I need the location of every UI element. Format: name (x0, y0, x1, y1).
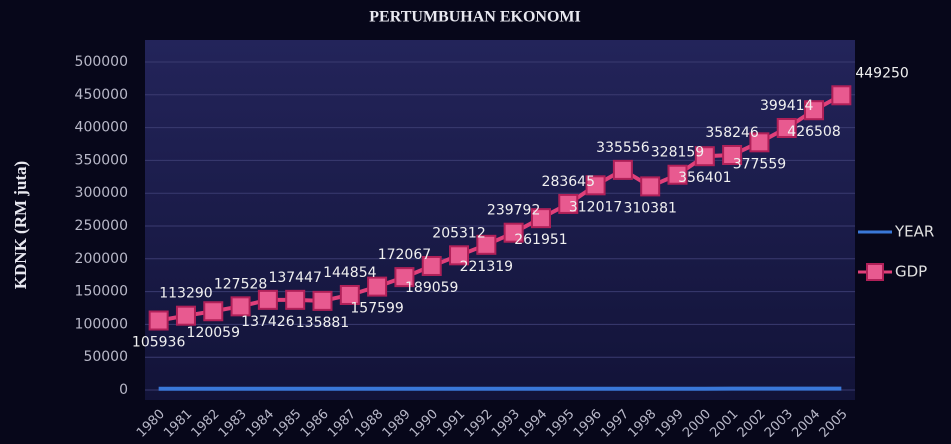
point-marker (394, 267, 415, 288)
y-tick-label: 50000 (83, 349, 128, 365)
point-marker (148, 310, 169, 331)
point-marker (312, 290, 333, 311)
data-label: 449250 (855, 65, 908, 81)
data-label: 137426 (241, 314, 295, 330)
data-label: 335556 (596, 140, 650, 156)
data-label: 358246 (705, 125, 759, 141)
data-label: 328159 (651, 145, 704, 161)
y-tick-label: 150000 (75, 284, 128, 300)
point-marker (694, 146, 715, 167)
point-marker (175, 305, 196, 326)
data-label: 356401 (678, 170, 731, 186)
point-marker (257, 289, 278, 310)
point-marker (367, 276, 388, 297)
point-marker (530, 208, 551, 229)
data-label: 205312 (432, 225, 485, 241)
data-label: 283645 (542, 174, 595, 190)
data-label: 105936 (132, 335, 186, 351)
point-marker (503, 222, 524, 243)
data-label: 135881 (296, 315, 349, 331)
data-label: 239792 (487, 203, 540, 219)
point-marker (776, 117, 797, 138)
point-marker (339, 284, 360, 305)
plot-area (145, 40, 855, 400)
y-tick-label: 100000 (75, 316, 128, 332)
point-marker (230, 296, 251, 317)
y-axis-label: KDNK (RM juta) (11, 161, 30, 289)
data-label: 120059 (187, 325, 240, 341)
point-marker (722, 144, 743, 165)
legend-label: YEAR (894, 223, 934, 241)
chart-title: PERTUMBUHAN EKONOMI (369, 9, 580, 26)
y-tick-label: 500000 (75, 54, 128, 70)
y-tick-label: 450000 (75, 87, 128, 103)
legend-label: GDP (895, 263, 927, 281)
point-marker (203, 301, 224, 322)
data-label: 221319 (460, 259, 513, 275)
data-label: 127528 (214, 276, 267, 292)
y-tick-label: 0 (119, 382, 128, 398)
data-label: 399414 (760, 98, 814, 114)
point-marker (831, 85, 852, 106)
data-label: 377559 (733, 156, 786, 172)
data-label: 426508 (787, 124, 840, 140)
data-label: 310381 (623, 200, 676, 216)
y-tick-label: 350000 (75, 152, 128, 168)
data-label: 261951 (514, 232, 567, 248)
y-tick-label: 200000 (75, 251, 128, 267)
point-marker (640, 176, 661, 197)
data-label: 144854 (323, 265, 377, 281)
legend-marker (866, 263, 884, 281)
point-marker (585, 175, 606, 196)
point-marker (449, 245, 470, 266)
data-label: 157599 (350, 301, 403, 317)
point-marker (421, 255, 442, 276)
point-marker (285, 289, 306, 310)
y-tick-label: 400000 (75, 120, 128, 136)
data-label: 137447 (268, 270, 321, 286)
point-marker (558, 193, 579, 214)
point-marker (476, 234, 497, 255)
data-label: 189059 (405, 280, 458, 296)
point-marker (612, 159, 633, 180)
point-marker (667, 164, 688, 185)
data-label: 312017 (569, 199, 622, 215)
y-tick-label: 250000 (75, 218, 128, 234)
point-marker (804, 100, 825, 121)
point-marker (749, 132, 770, 153)
y-tick-label: 300000 (75, 185, 128, 201)
data-label: 172067 (378, 247, 431, 263)
data-label: 113290 (159, 286, 212, 302)
